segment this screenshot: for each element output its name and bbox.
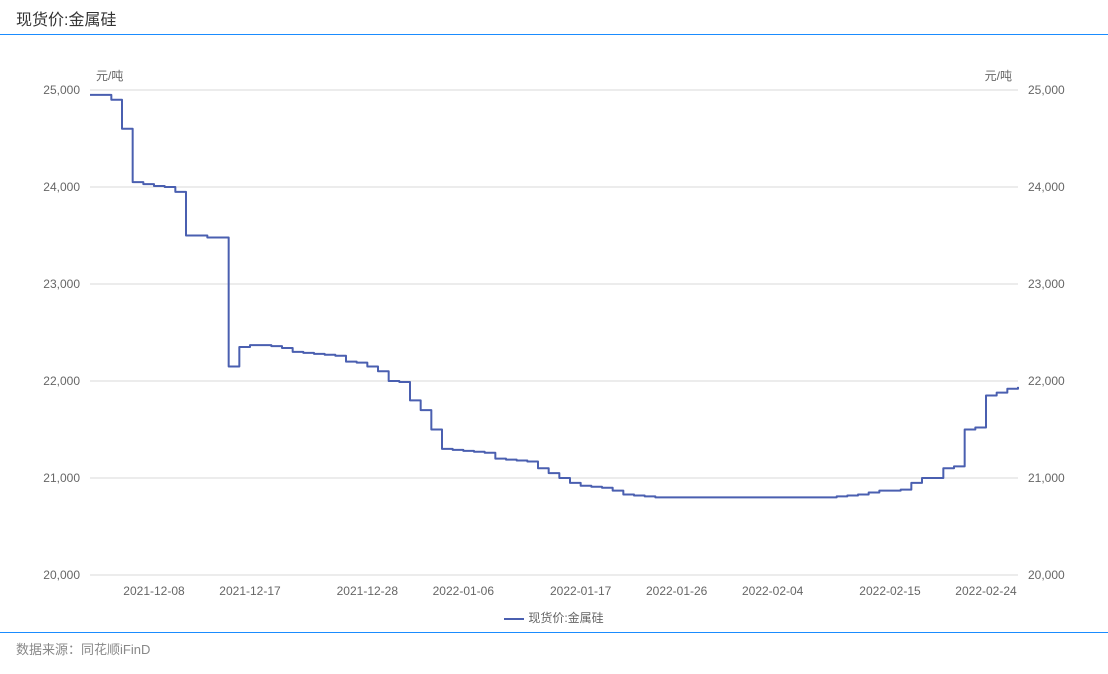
svg-text:元/吨: 元/吨 xyxy=(96,69,123,83)
legend-swatch xyxy=(504,618,524,620)
svg-text:23,000: 23,000 xyxy=(1028,277,1065,291)
svg-text:2022-01-17: 2022-01-17 xyxy=(550,584,612,598)
svg-text:2021-12-17: 2021-12-17 xyxy=(219,584,281,598)
svg-text:25,000: 25,000 xyxy=(43,83,80,97)
svg-text:2022-02-24: 2022-02-24 xyxy=(955,584,1017,598)
svg-text:25,000: 25,000 xyxy=(1028,83,1065,97)
svg-text:2022-01-26: 2022-01-26 xyxy=(646,584,708,598)
chart-legend: 现货价:金属硅 xyxy=(0,609,1108,626)
chart-container: 现货价:金属硅 20,000 20,000 21,000 21,000 22,000 22… xyxy=(0,0,1108,674)
svg-text:24,000: 24,000 xyxy=(1028,180,1065,194)
svg-text:2022-02-15: 2022-02-15 xyxy=(859,584,921,598)
chart-title: 现货价:金属硅 xyxy=(0,0,1108,35)
svg-text:21,000: 21,000 xyxy=(1028,471,1065,485)
svg-text:23,000: 23,000 xyxy=(43,277,80,291)
svg-text:22,000: 22,000 xyxy=(1028,374,1065,388)
svg-text:22,000: 22,000 xyxy=(43,374,80,388)
svg-text:24,000: 24,000 xyxy=(43,180,80,194)
svg-text:20,000: 20,000 xyxy=(1028,568,1065,582)
svg-text:元/吨: 元/吨 xyxy=(985,69,1012,83)
legend-label: 现货价:金属硅 xyxy=(528,611,603,625)
svg-text:20,000: 20,000 xyxy=(43,568,80,582)
svg-text:21,000: 21,000 xyxy=(43,471,80,485)
svg-text:2022-01-06: 2022-01-06 xyxy=(433,584,495,598)
svg-text:2021-12-28: 2021-12-28 xyxy=(337,584,399,598)
svg-text:2021-12-08: 2021-12-08 xyxy=(123,584,185,598)
svg-text:2022-02-04: 2022-02-04 xyxy=(742,584,804,598)
data-source: 数据来源：同花顺iFinD xyxy=(0,633,1108,664)
chart-area: 20,000 20,000 21,000 21,000 22,000 22,000 23,0… xyxy=(0,35,1108,633)
line-chart-svg: 20,000 20,000 21,000 21,000 22,000 22,000 23,0… xyxy=(0,35,1108,633)
